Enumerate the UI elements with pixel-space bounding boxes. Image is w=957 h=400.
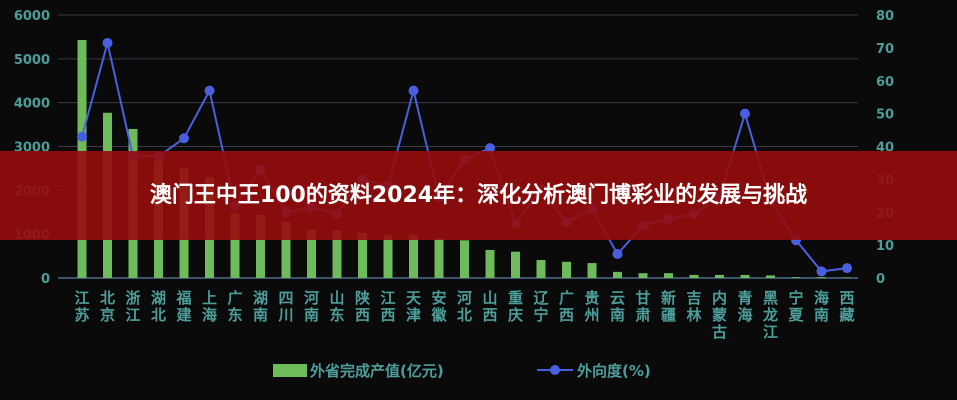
bar-新疆 [664,273,673,278]
category-label: 甘肃 [635,289,650,324]
category-label: 重庆 [508,289,523,324]
bar-河北 [460,240,469,278]
bar-黑龙江 [766,275,775,278]
category-label: 广西 [559,289,574,324]
point-天津 [408,85,419,96]
bar-贵州 [587,263,597,278]
category-label: 河南 [304,289,319,324]
bar-河南 [307,229,316,278]
category-label: 天津 [406,289,422,324]
left-tick-label: 0 [41,272,50,287]
category-label: 湖南 [253,289,268,324]
category-label: 辽宁 [533,289,548,324]
point-云南 [612,249,623,260]
legend-line-label: 外向度(%) [576,362,651,380]
banner-title: 澳门王中王100的资料2024年：深化分析澳门博彩业的发展与挑战 [149,182,808,208]
bar-湖南 [256,214,265,278]
right-tick-label: 70 [876,42,894,57]
category-label: 江苏 [74,289,89,324]
bar-天津 [409,235,418,278]
bar-甘肃 [638,273,648,278]
category-label: 安徽 [430,289,447,324]
bar-内蒙古 [715,274,724,278]
left-tick-label: 5000 [14,53,50,68]
category-label: 西藏 [839,289,854,324]
right-tick-label: 50 [876,108,894,123]
category-label: 黑龙江 [762,289,778,341]
category-label: 湖北 [151,289,166,324]
category-label: 江西 [380,289,395,324]
category-label: 内蒙古 [712,289,727,341]
category-label: 海南 [814,289,829,324]
legend-bar-swatch [273,364,307,377]
point-西藏 [842,263,852,274]
category-label: 浙江 [125,289,140,324]
category-label: 山东 [329,289,344,324]
bar-陕西 [358,232,367,278]
point-山西 [485,143,495,154]
bar-山东 [332,230,342,278]
bar-海南 [817,277,826,278]
category-label: 北京 [100,289,115,324]
category-label: 河北 [457,289,472,324]
category-label: 上海 [202,289,217,324]
point-北京 [102,37,113,48]
point-江苏 [77,131,87,142]
category-label: 陕西 [355,289,370,324]
legend-line-marker [550,365,560,375]
point-福建 [179,133,189,144]
bar-青海 [740,274,750,278]
category-label: 山西 [482,289,497,324]
category-label: 宁夏 [787,289,804,324]
category-label: 广东 [227,289,242,324]
right-tick-label: 10 [876,239,894,254]
left-tick-label: 6000 [14,9,50,24]
right-tick-label: 60 [876,75,894,90]
category-label: 四川 [277,289,293,324]
point-上海 [204,85,215,96]
left-tick-label: 4000 [14,97,50,112]
bar-云南 [613,271,622,278]
bar-辽宁 [536,260,546,278]
point-青海 [740,108,750,119]
right-tick-label: 80 [876,9,894,24]
bar-广西 [562,261,571,278]
bar-吉林 [689,274,699,278]
category-label: 新疆 [661,289,676,324]
point-海南 [816,266,827,277]
title-banner: 澳门王中王100的资料2024年：深化分析澳门博彩业的发展与挑战 [0,151,957,240]
category-label: 云南 [610,289,625,324]
bar-山西 [485,249,495,278]
bar-安徽 [434,238,444,278]
bar-广东 [230,213,240,278]
bar-宁夏 [791,277,801,278]
bar-江西 [383,235,393,278]
bar-四川 [281,221,291,278]
category-label: 贵州 [583,289,599,324]
category-label: 青海 [737,289,752,324]
right-tick-label: 0 [876,272,885,287]
bar-重庆 [511,251,520,278]
category-label: 吉林 [686,289,702,324]
legend-bar-label: 外省完成产值(亿元) [309,362,444,380]
category-label: 福建 [175,289,192,324]
